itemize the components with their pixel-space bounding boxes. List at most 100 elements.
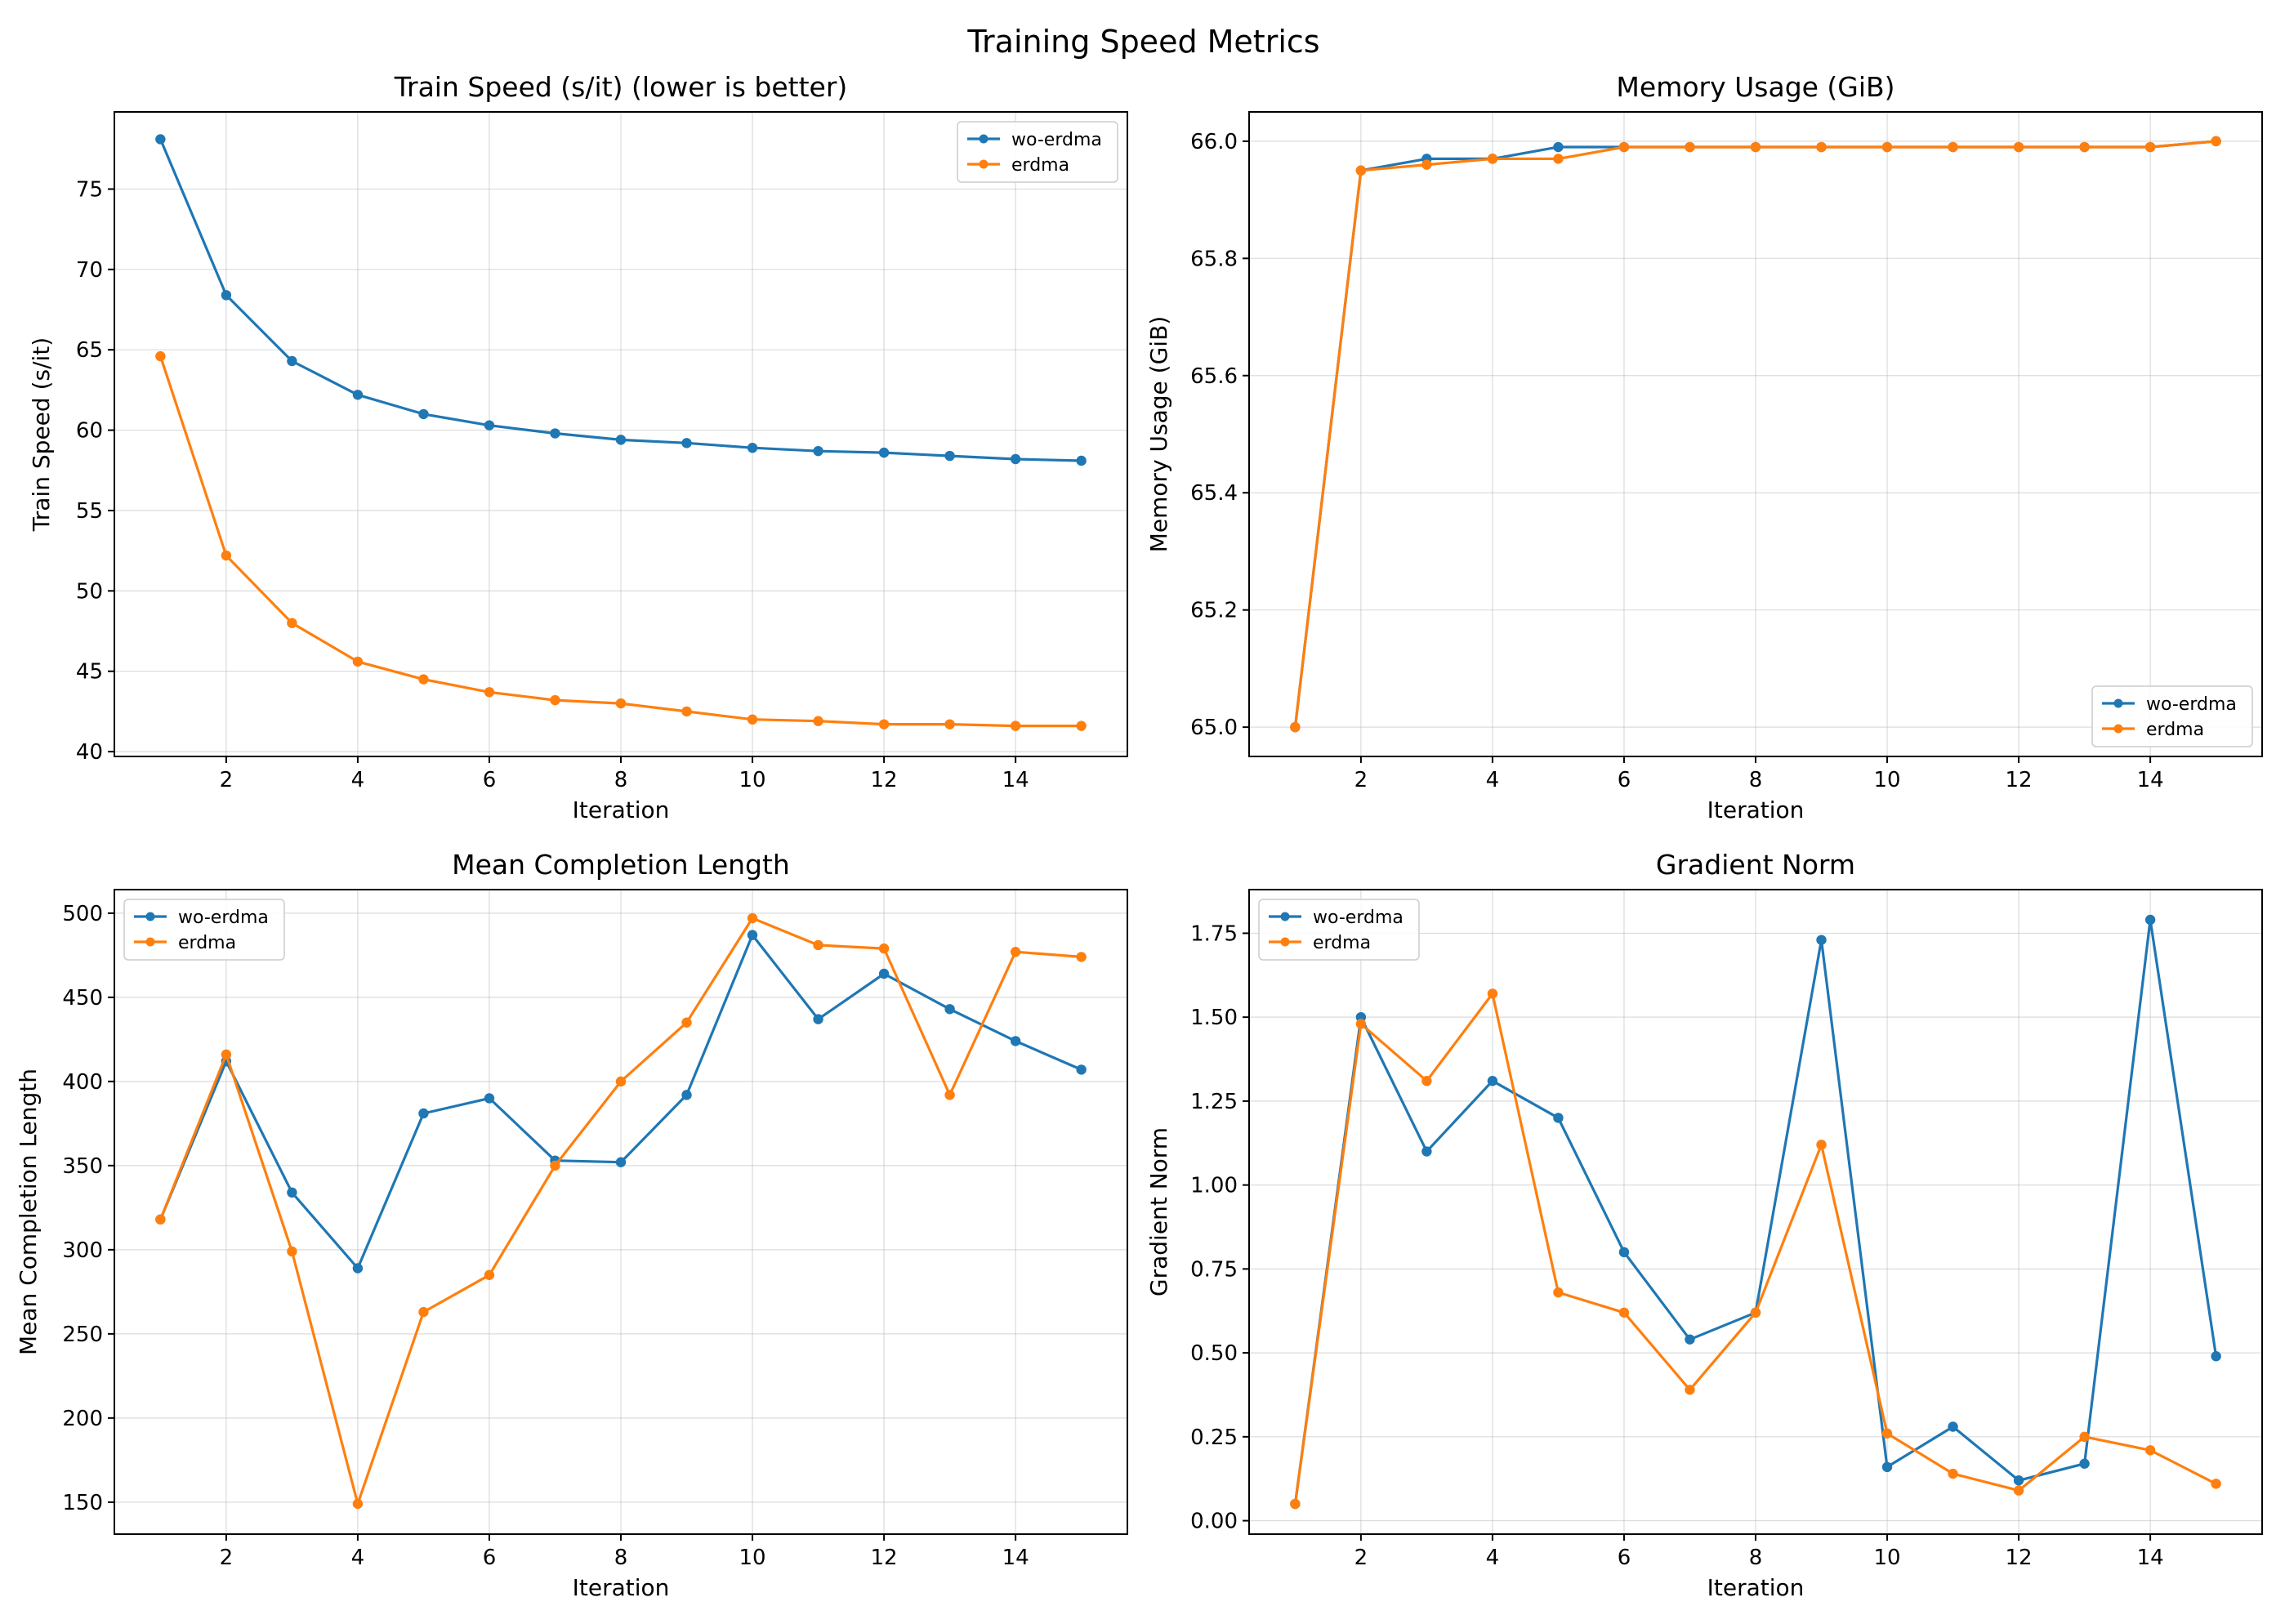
legend-entry-wo-erdma: wo-erdma [1011,130,1102,150]
y-tick-label: 450 [62,986,103,1011]
data-point-wo-erdma [1685,1334,1695,1345]
data-point-wo-erdma [287,355,297,367]
legend-swatch-marker [979,159,988,169]
panel-title: Gradient Norm [1656,849,1855,881]
data-point-erdma [1618,141,1630,153]
data-point-erdma [484,687,495,698]
x-tick-label: 8 [1749,768,1763,792]
y-tick-label: 150 [62,1491,103,1515]
y-axis-label: Gradient Norm [1145,1127,1172,1296]
data-point-wo-erdma [1881,1461,1893,1473]
data-point-wo-erdma [878,968,890,979]
legend-swatch-marker [145,912,155,921]
data-point-wo-erdma [944,1004,955,1015]
data-point-erdma [484,1269,495,1280]
x-axis-label: Iteration [573,1574,670,1601]
legend-swatch-marker [145,937,155,947]
y-tick-label: 65.4 [1190,481,1238,506]
y-tick-label: 66.0 [1190,130,1238,154]
x-tick-label: 2 [220,1546,234,1570]
data-point-erdma [1881,141,1893,153]
data-point-erdma [681,1017,692,1028]
x-tick-label: 12 [871,1546,898,1570]
panel-title: Memory Usage (GiB) [1616,71,1894,103]
data-point-wo-erdma [1553,1113,1564,1123]
data-point-erdma [1487,154,1498,164]
data-point-erdma [681,706,692,717]
y-tick-label: 65.2 [1190,599,1238,623]
legend-entry-erdma: erdma [2146,720,2204,740]
data-point-wo-erdma [1816,935,1827,945]
legend: wo-erdma erdma [1258,899,1420,961]
mean-completion-length-panel: 2 4 6 8 10 12 14 150 200 250 300 350 400 450 500 Mean C… [15,849,1128,1601]
data-point-erdma [1750,1307,1761,1318]
x-tick-label: 14 [1002,768,1029,792]
x-tick-label: 6 [483,768,497,792]
gradient-norm-panel: 2 4 6 8 10 12 14 0.00 0.25 0.50 0.75 1.00 1.25 1.50 1.… [1145,849,2263,1601]
legend-entry-wo-erdma: wo-erdma [2146,694,2237,715]
y-tick-label: 65.0 [1190,716,1238,740]
data-point-erdma [944,1090,955,1100]
data-point-erdma [747,714,758,725]
data-point-erdma [2144,1445,2156,1456]
data-point-erdma [1010,947,1021,957]
x-tick-label: 4 [1486,768,1500,792]
data-point-erdma [550,694,560,706]
y-tick-label: 1.00 [1190,1174,1238,1198]
data-point-wo-erdma [681,1090,692,1100]
data-point-erdma [2013,141,2024,153]
x-tick-label: 2 [1354,1546,1368,1570]
legend-swatch-marker [2113,724,2123,734]
data-point-wo-erdma [615,1157,627,1167]
y-axis-label: Memory Usage (GiB) [1145,316,1172,552]
y-tick-label: 55 [76,499,103,524]
data-point-erdma [2079,1431,2090,1443]
legend-box [2091,685,2253,747]
y-tick-label: 0.25 [1190,1425,1238,1450]
data-point-erdma [1076,721,1087,731]
data-point-wo-erdma [681,438,692,448]
y-tick-label: 1.50 [1190,1006,1238,1030]
data-point-erdma [1948,1468,1958,1479]
legend-swatch-marker [2113,698,2123,708]
y-tick-label: 0.75 [1190,1257,1238,1282]
data-point-erdma [352,656,364,667]
x-tick-label: 12 [2006,768,2033,792]
legend: wo-erdma erdma [957,121,1118,183]
legend-entry-erdma: erdma [1011,155,1069,176]
data-point-wo-erdma [1553,141,1564,153]
legend-swatch-marker [1280,912,1290,921]
y-tick-label: 65.6 [1190,364,1238,389]
data-point-wo-erdma [1010,1036,1021,1046]
data-point-wo-erdma [747,930,758,940]
y-tick-label: 250 [62,1323,103,1347]
data-point-wo-erdma [944,450,955,462]
data-point-erdma [418,1306,429,1318]
data-point-erdma [2079,141,2090,153]
data-point-erdma [1618,1307,1630,1318]
x-axis-label: Iteration [573,796,670,823]
data-point-erdma [2211,136,2221,147]
data-point-erdma [1487,988,1498,999]
y-tick-label: 65.8 [1190,247,1238,271]
data-point-erdma [1553,154,1564,164]
data-point-wo-erdma [2079,1458,2090,1469]
x-tick-label: 4 [351,768,365,792]
data-point-wo-erdma [615,435,627,445]
data-point-erdma [352,1498,364,1510]
legend: wo-erdma erdma [123,899,285,961]
data-point-wo-erdma [287,1187,297,1198]
legend-box [123,899,285,961]
x-tick-label: 2 [220,768,234,792]
legend-entry-erdma: erdma [178,933,236,953]
data-point-erdma [1421,159,1432,170]
data-point-wo-erdma [484,1093,495,1104]
data-point-erdma [1290,1498,1301,1510]
figure-suptitle: Training Speed Metrics [966,24,1319,60]
legend-entry-wo-erdma: wo-erdma [1313,908,1404,928]
data-point-wo-erdma [1076,1064,1087,1075]
data-point-erdma [1010,721,1021,731]
data-point-wo-erdma [352,390,364,400]
data-point-erdma [615,698,627,709]
data-point-wo-erdma [418,1108,429,1119]
